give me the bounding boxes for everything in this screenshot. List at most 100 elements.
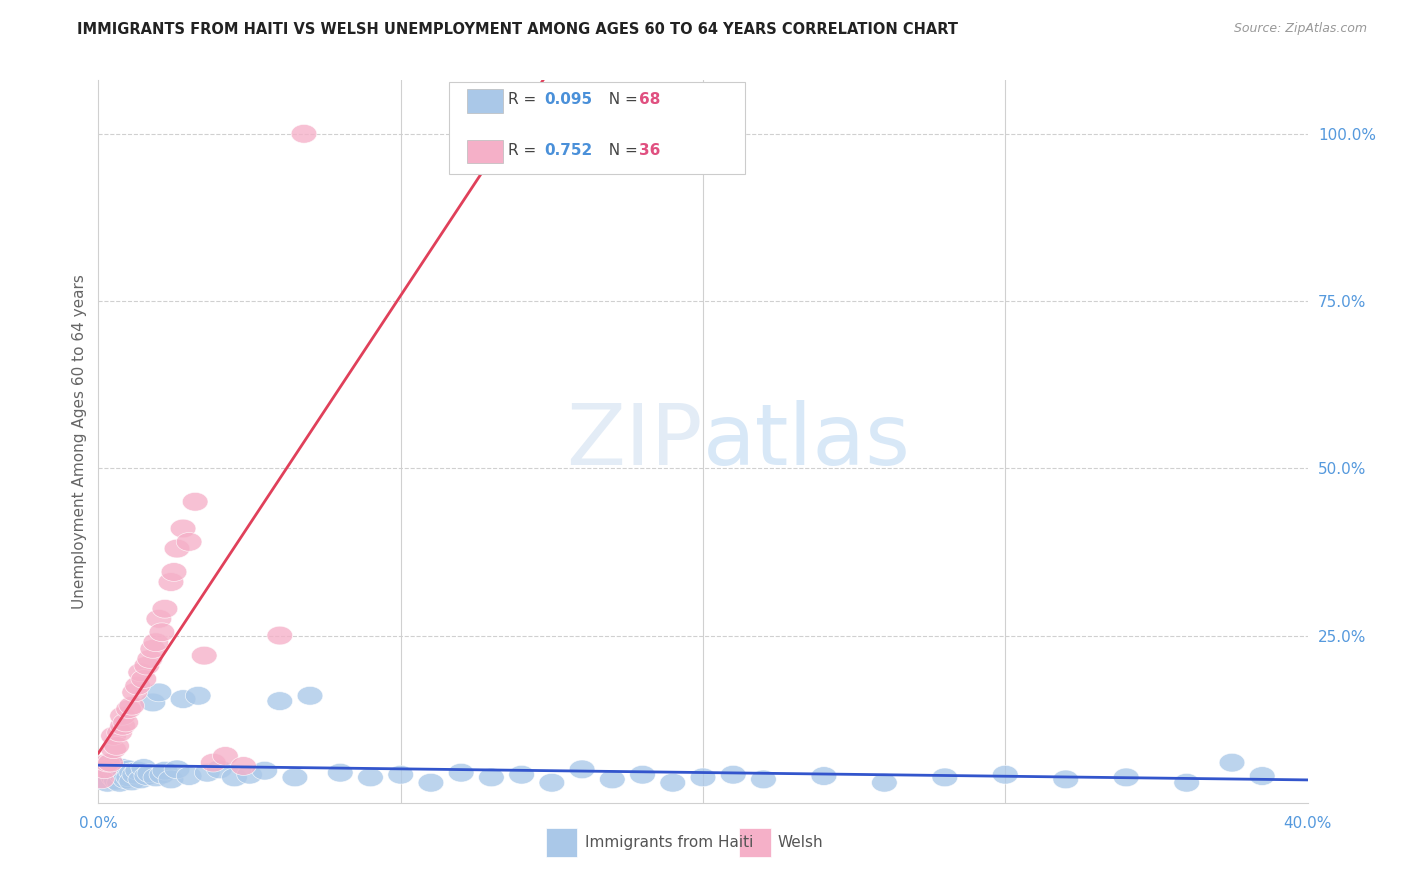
Ellipse shape xyxy=(170,519,195,538)
Ellipse shape xyxy=(97,753,124,772)
Text: R =: R = xyxy=(509,143,541,158)
Text: R =: R = xyxy=(509,92,541,107)
Ellipse shape xyxy=(122,765,148,784)
Ellipse shape xyxy=(569,760,595,779)
Ellipse shape xyxy=(107,773,132,792)
Text: atlas: atlas xyxy=(703,400,911,483)
Ellipse shape xyxy=(125,762,150,780)
Ellipse shape xyxy=(222,768,247,787)
Text: ZIP: ZIP xyxy=(567,400,703,483)
Ellipse shape xyxy=(131,670,156,689)
FancyBboxPatch shape xyxy=(449,82,745,174)
Ellipse shape xyxy=(1250,767,1275,786)
Ellipse shape xyxy=(91,760,117,779)
Ellipse shape xyxy=(1174,773,1199,792)
Y-axis label: Unemployment Among Ages 60 to 64 years: Unemployment Among Ages 60 to 64 years xyxy=(72,274,87,609)
Ellipse shape xyxy=(120,763,145,781)
Ellipse shape xyxy=(1053,770,1078,789)
Ellipse shape xyxy=(418,773,444,792)
Ellipse shape xyxy=(478,768,505,787)
Ellipse shape xyxy=(115,699,142,719)
Ellipse shape xyxy=(146,609,172,628)
Ellipse shape xyxy=(104,737,129,756)
Ellipse shape xyxy=(157,770,184,789)
Ellipse shape xyxy=(136,649,163,668)
Ellipse shape xyxy=(176,533,202,551)
Ellipse shape xyxy=(152,762,177,780)
Ellipse shape xyxy=(143,768,169,787)
Ellipse shape xyxy=(120,697,145,715)
Ellipse shape xyxy=(101,740,127,758)
Ellipse shape xyxy=(107,723,132,742)
Ellipse shape xyxy=(449,764,474,782)
Ellipse shape xyxy=(104,765,129,784)
Ellipse shape xyxy=(97,753,124,772)
Ellipse shape xyxy=(101,756,127,775)
Ellipse shape xyxy=(252,762,277,780)
Ellipse shape xyxy=(231,756,256,775)
Ellipse shape xyxy=(751,770,776,789)
Ellipse shape xyxy=(357,768,384,787)
Ellipse shape xyxy=(107,762,132,780)
Ellipse shape xyxy=(112,714,138,731)
Ellipse shape xyxy=(110,716,135,735)
Text: IMMIGRANTS FROM HAITI VS WELSH UNEMPLOYMENT AMONG AGES 60 TO 64 YEARS CORRELATIO: IMMIGRANTS FROM HAITI VS WELSH UNEMPLOYM… xyxy=(77,22,959,37)
Ellipse shape xyxy=(291,125,316,144)
Ellipse shape xyxy=(201,753,226,772)
Ellipse shape xyxy=(91,770,117,789)
Ellipse shape xyxy=(690,768,716,787)
Ellipse shape xyxy=(122,683,148,702)
Ellipse shape xyxy=(115,768,142,787)
Ellipse shape xyxy=(141,693,166,712)
Ellipse shape xyxy=(110,706,135,725)
Text: N =: N = xyxy=(599,143,643,158)
Ellipse shape xyxy=(125,676,150,695)
Ellipse shape xyxy=(101,768,127,787)
Ellipse shape xyxy=(128,770,153,789)
Ellipse shape xyxy=(811,767,837,786)
Ellipse shape xyxy=(94,760,121,779)
Ellipse shape xyxy=(720,765,747,784)
Ellipse shape xyxy=(94,753,121,772)
Ellipse shape xyxy=(212,747,238,765)
Ellipse shape xyxy=(509,765,534,784)
Ellipse shape xyxy=(267,692,292,710)
Ellipse shape xyxy=(176,767,202,786)
Ellipse shape xyxy=(283,768,308,787)
Ellipse shape xyxy=(183,492,208,511)
Ellipse shape xyxy=(97,764,124,782)
FancyBboxPatch shape xyxy=(467,139,503,163)
Ellipse shape xyxy=(872,773,897,792)
Ellipse shape xyxy=(112,770,138,789)
Ellipse shape xyxy=(152,599,177,618)
Ellipse shape xyxy=(170,690,195,708)
Ellipse shape xyxy=(110,758,135,778)
Text: Immigrants from Haiti: Immigrants from Haiti xyxy=(585,835,752,850)
Ellipse shape xyxy=(136,764,163,783)
Ellipse shape xyxy=(162,563,187,582)
Text: 0.752: 0.752 xyxy=(544,143,593,158)
Ellipse shape xyxy=(194,764,221,782)
Text: Source: ZipAtlas.com: Source: ZipAtlas.com xyxy=(1233,22,1367,36)
Ellipse shape xyxy=(104,772,129,790)
Ellipse shape xyxy=(932,768,957,787)
Ellipse shape xyxy=(207,760,232,779)
Ellipse shape xyxy=(659,773,686,792)
Ellipse shape xyxy=(146,683,172,702)
Ellipse shape xyxy=(134,657,160,675)
Text: N =: N = xyxy=(599,92,643,107)
Ellipse shape xyxy=(236,765,263,784)
Text: 0.095: 0.095 xyxy=(544,92,593,107)
Ellipse shape xyxy=(149,623,174,641)
Text: 68: 68 xyxy=(638,92,661,107)
Ellipse shape xyxy=(89,770,114,789)
Ellipse shape xyxy=(141,640,166,658)
Ellipse shape xyxy=(134,767,160,786)
Ellipse shape xyxy=(165,760,190,779)
Ellipse shape xyxy=(101,726,127,746)
FancyBboxPatch shape xyxy=(740,828,770,857)
Ellipse shape xyxy=(157,573,184,591)
Text: Welsh: Welsh xyxy=(778,835,824,850)
Ellipse shape xyxy=(112,764,138,783)
Ellipse shape xyxy=(191,646,217,665)
